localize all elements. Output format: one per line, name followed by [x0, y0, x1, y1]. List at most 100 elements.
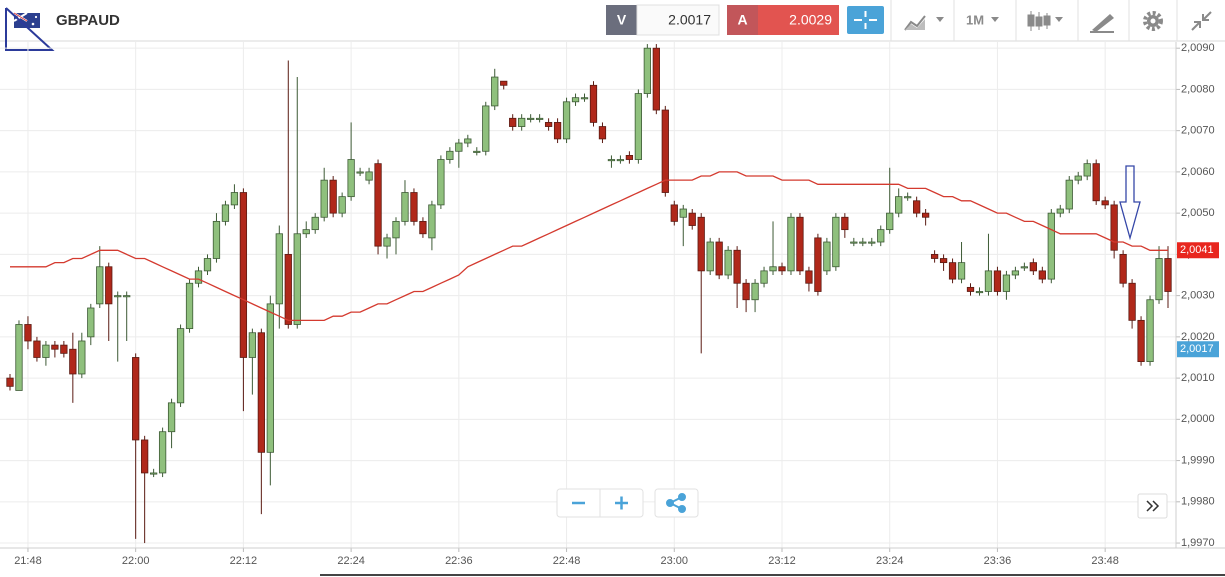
crosshair-button[interactable]: [847, 6, 884, 34]
candle-body: [149, 472, 158, 475]
candle-body: [868, 241, 876, 244]
candle-body: [158, 431, 167, 474]
candle-body: [697, 216, 705, 272]
candle-body: [1083, 163, 1091, 177]
buy-price: 2.0029: [789, 12, 832, 28]
x-tick-label: 23:48: [1091, 555, 1119, 567]
candle-body: [320, 179, 328, 218]
candle-body: [841, 216, 849, 231]
candle-body: [679, 208, 687, 218]
price-marker-label: 2,0041: [1180, 244, 1214, 256]
candle-body: [114, 295, 122, 298]
candle-body: [176, 328, 185, 404]
candle-body: [993, 270, 1002, 292]
x-tick-label: 21:48: [14, 555, 42, 567]
candle-body: [293, 233, 301, 325]
sell-price: 2.0017: [668, 12, 711, 28]
candle-body: [921, 212, 930, 218]
candle-body: [769, 266, 777, 272]
candle-body: [913, 200, 921, 214]
candle-body: [527, 117, 535, 120]
candle-body: [715, 241, 723, 276]
candle-body: [544, 122, 553, 127]
buy-button[interactable]: A 2.0029: [727, 5, 839, 35]
candle-body: [275, 233, 283, 305]
candle-body: [751, 282, 759, 301]
draw-tool-button[interactable]: [1090, 14, 1114, 33]
x-tick-label: 23:00: [661, 555, 689, 567]
candle-body: [221, 204, 230, 222]
candle-body: [1128, 282, 1136, 321]
y-tick-label: 2,0020: [1181, 331, 1215, 343]
candle-body: [877, 229, 885, 243]
y-tick-label: 2,0080: [1181, 83, 1215, 95]
y-tick-label: 2,0000: [1181, 413, 1215, 425]
candle-body: [60, 344, 68, 354]
candle-body: [1002, 274, 1011, 292]
timeframe: 1M: [966, 12, 984, 27]
candle-body: [895, 196, 903, 214]
y-tick-label: 2,0090: [1181, 42, 1215, 54]
candle-body: [230, 192, 239, 206]
x-tick-label: 22:24: [337, 555, 365, 567]
candle-body: [1074, 175, 1082, 181]
candle-body: [482, 105, 490, 152]
candle-body: [123, 295, 131, 298]
candle-body: [374, 163, 382, 247]
sell-button[interactable]: V 2.0017: [606, 4, 720, 36]
candle-body: [984, 270, 993, 292]
share-button[interactable]: [654, 488, 699, 518]
candle-body: [1110, 204, 1118, 251]
collapse-button[interactable]: [1191, 11, 1212, 31]
flag-icon: [13, 12, 40, 28]
candle-body: [904, 196, 912, 199]
candle-body: [329, 179, 337, 214]
candle-body: [832, 216, 840, 268]
candle-body: [455, 142, 463, 152]
candle-body: [859, 241, 867, 244]
candle-body: [1020, 266, 1029, 269]
zoom-controls: [556, 488, 1168, 519]
candle-body: [87, 307, 95, 338]
candle-body: [509, 117, 517, 127]
candle-body: [1092, 163, 1100, 202]
candle-body: [742, 282, 750, 301]
candle-body: [957, 262, 966, 280]
sell-label-bg: [606, 5, 637, 35]
toolbar: GBPAUD V 2.0017 A 2.0029: [0, 0, 1225, 51]
candle-type-button[interactable]: [1027, 11, 1063, 31]
candle-body: [491, 76, 499, 107]
candle-body: [203, 258, 212, 272]
chart-type-button[interactable]: [904, 15, 944, 31]
candle-body: [365, 171, 373, 181]
candle-body: [1047, 212, 1055, 280]
candle-body: [850, 241, 858, 244]
timeframe-button[interactable]: 1M: [966, 12, 999, 27]
candle-body: [589, 84, 598, 123]
candle-body: [464, 138, 472, 144]
moving-average: [10, 171, 1168, 322]
candle-body: [437, 159, 445, 206]
candle-body: [428, 204, 436, 239]
price-marker-label: 2,0017: [1180, 343, 1214, 355]
candle-body: [598, 126, 607, 140]
candle-body: [15, 324, 23, 391]
candle-body: [1155, 258, 1163, 301]
symbol: GBPAUD: [56, 12, 120, 29]
candle-body: [571, 97, 580, 103]
candle-body: [733, 249, 741, 284]
candle-body: [805, 270, 813, 284]
candle-body: [141, 439, 149, 474]
candle-body: [1146, 299, 1154, 363]
candle-body: [1137, 319, 1145, 363]
settings-button[interactable]: [1143, 11, 1163, 31]
share-icon: [666, 493, 686, 513]
candle-body: [6, 377, 14, 387]
candle-body: [625, 155, 634, 160]
candle-body: [401, 192, 409, 222]
zoom-in[interactable]: [615, 496, 628, 510]
candle-body: [724, 249, 732, 276]
x-tick-label: 22:00: [122, 555, 150, 567]
candle-body: [939, 258, 948, 264]
candle-body: [518, 117, 526, 127]
